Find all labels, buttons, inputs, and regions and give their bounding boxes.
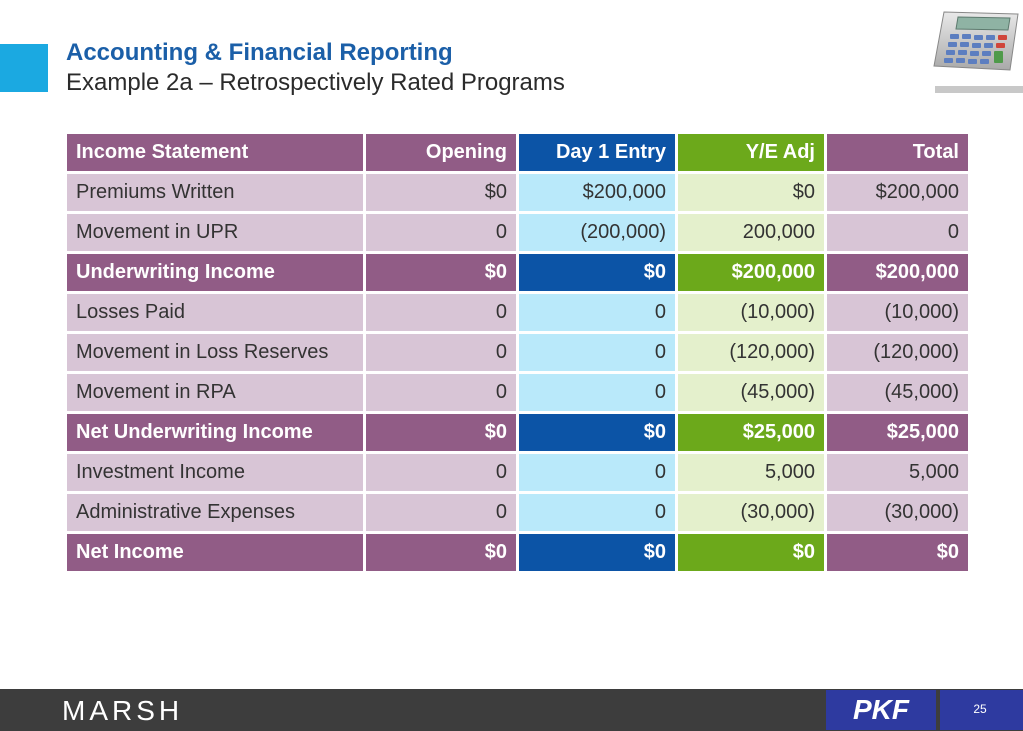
cell-day1-entry: $200,000 (519, 174, 675, 211)
accent-square (0, 44, 48, 92)
row-label: Movement in RPA (67, 374, 363, 411)
cell-day1-entry: $0 (519, 414, 675, 451)
cell-total: $0 (827, 534, 968, 571)
calculator-icon (930, 8, 1022, 76)
pkf-logo-box (826, 690, 936, 730)
row-label: Net Underwriting Income (67, 414, 363, 451)
cell-ye-adj: 200,000 (678, 214, 824, 251)
row-label: Movement in Loss Reserves (67, 334, 363, 371)
cell-ye-adj: $0 (678, 174, 824, 211)
cell-day1-entry: 0 (519, 374, 675, 411)
table-row: Movement in UPR 0 (200,000) 200,000 0 (67, 214, 968, 251)
row-label: Movement in UPR (67, 214, 363, 251)
page-subtitle: Example 2a – Retrospectively Rated Progr… (66, 69, 565, 96)
cell-day1-entry: 0 (519, 494, 675, 531)
cell-total: (120,000) (827, 334, 968, 371)
column-header: Day 1 Entry (519, 134, 675, 171)
column-header: Total (827, 134, 968, 171)
row-label: Losses Paid (67, 294, 363, 331)
cell-opening: 0 (366, 214, 516, 251)
cell-opening: $0 (366, 534, 516, 571)
table-row: Movement in RPA 0 0 (45,000) (45,000) (67, 374, 968, 411)
subtotal-row: Net Underwriting Income $0 $0 $25,000 $2… (67, 414, 968, 451)
table-header-row: Income Statement Opening Day 1 Entry Y/E… (67, 134, 968, 171)
cell-day1-entry: (200,000) (519, 214, 675, 251)
column-header: Opening (366, 134, 516, 171)
cell-total: (10,000) (827, 294, 968, 331)
cell-opening: 0 (366, 374, 516, 411)
cell-total: $200,000 (827, 254, 968, 291)
table-row: Movement in Loss Reserves 0 0 (120,000) … (67, 334, 968, 371)
page-number: 25 (973, 702, 987, 716)
row-label: Premiums Written (67, 174, 363, 211)
row-label: Net Income (67, 534, 363, 571)
cell-ye-adj: (30,000) (678, 494, 824, 531)
cell-ye-adj: (10,000) (678, 294, 824, 331)
cell-opening: 0 (366, 494, 516, 531)
table-row: Investment Income 0 0 5,000 5,000 (67, 454, 968, 491)
pkf-logo: PKF (853, 694, 909, 725)
subtotal-row: Net Income $0 $0 $0 $0 (67, 534, 968, 571)
cell-opening: $0 (366, 414, 516, 451)
cell-opening: 0 (366, 294, 516, 331)
cell-ye-adj: $0 (678, 534, 824, 571)
cell-total: (30,000) (827, 494, 968, 531)
cell-day1-entry: 0 (519, 294, 675, 331)
row-label: Underwriting Income (67, 254, 363, 291)
cell-ye-adj: $25,000 (678, 414, 824, 451)
subtotal-row: Underwriting Income $0 $0 $200,000 $200,… (67, 254, 968, 291)
cell-day1-entry: $0 (519, 254, 675, 291)
table-row: Losses Paid 0 0 (10,000) (10,000) (67, 294, 968, 331)
cell-ye-adj: $200,000 (678, 254, 824, 291)
cell-opening: 0 (366, 334, 516, 371)
cell-opening: 0 (366, 454, 516, 491)
cell-opening: $0 (366, 174, 516, 211)
column-header: Income Statement (67, 134, 363, 171)
cell-total: 5,000 (827, 454, 968, 491)
row-label: Investment Income (67, 454, 363, 491)
cell-ye-adj: 5,000 (678, 454, 824, 491)
page-title: Accounting & Financial Reporting (66, 39, 453, 66)
cell-ye-adj: (45,000) (678, 374, 824, 411)
cell-day1-entry: $0 (519, 534, 675, 571)
page-number-box (940, 690, 1023, 730)
income-statement-table: Income Statement Opening Day 1 Entry Y/E… (64, 131, 971, 574)
cell-day1-entry: 0 (519, 454, 675, 491)
column-header: Y/E Adj (678, 134, 824, 171)
marsh-logo: MARSH (62, 695, 184, 726)
cell-day1-entry: 0 (519, 334, 675, 371)
cell-total: $200,000 (827, 174, 968, 211)
cell-total: $25,000 (827, 414, 968, 451)
table-row: Premiums Written $0 $200,000 $0 $200,000 (67, 174, 968, 211)
row-label: Administrative Expenses (67, 494, 363, 531)
cell-total: (45,000) (827, 374, 968, 411)
cell-total: 0 (827, 214, 968, 251)
cell-opening: $0 (366, 254, 516, 291)
header-rule (935, 86, 1023, 93)
cell-ye-adj: (120,000) (678, 334, 824, 371)
table-row: Administrative Expenses 0 0 (30,000) (30… (67, 494, 968, 531)
